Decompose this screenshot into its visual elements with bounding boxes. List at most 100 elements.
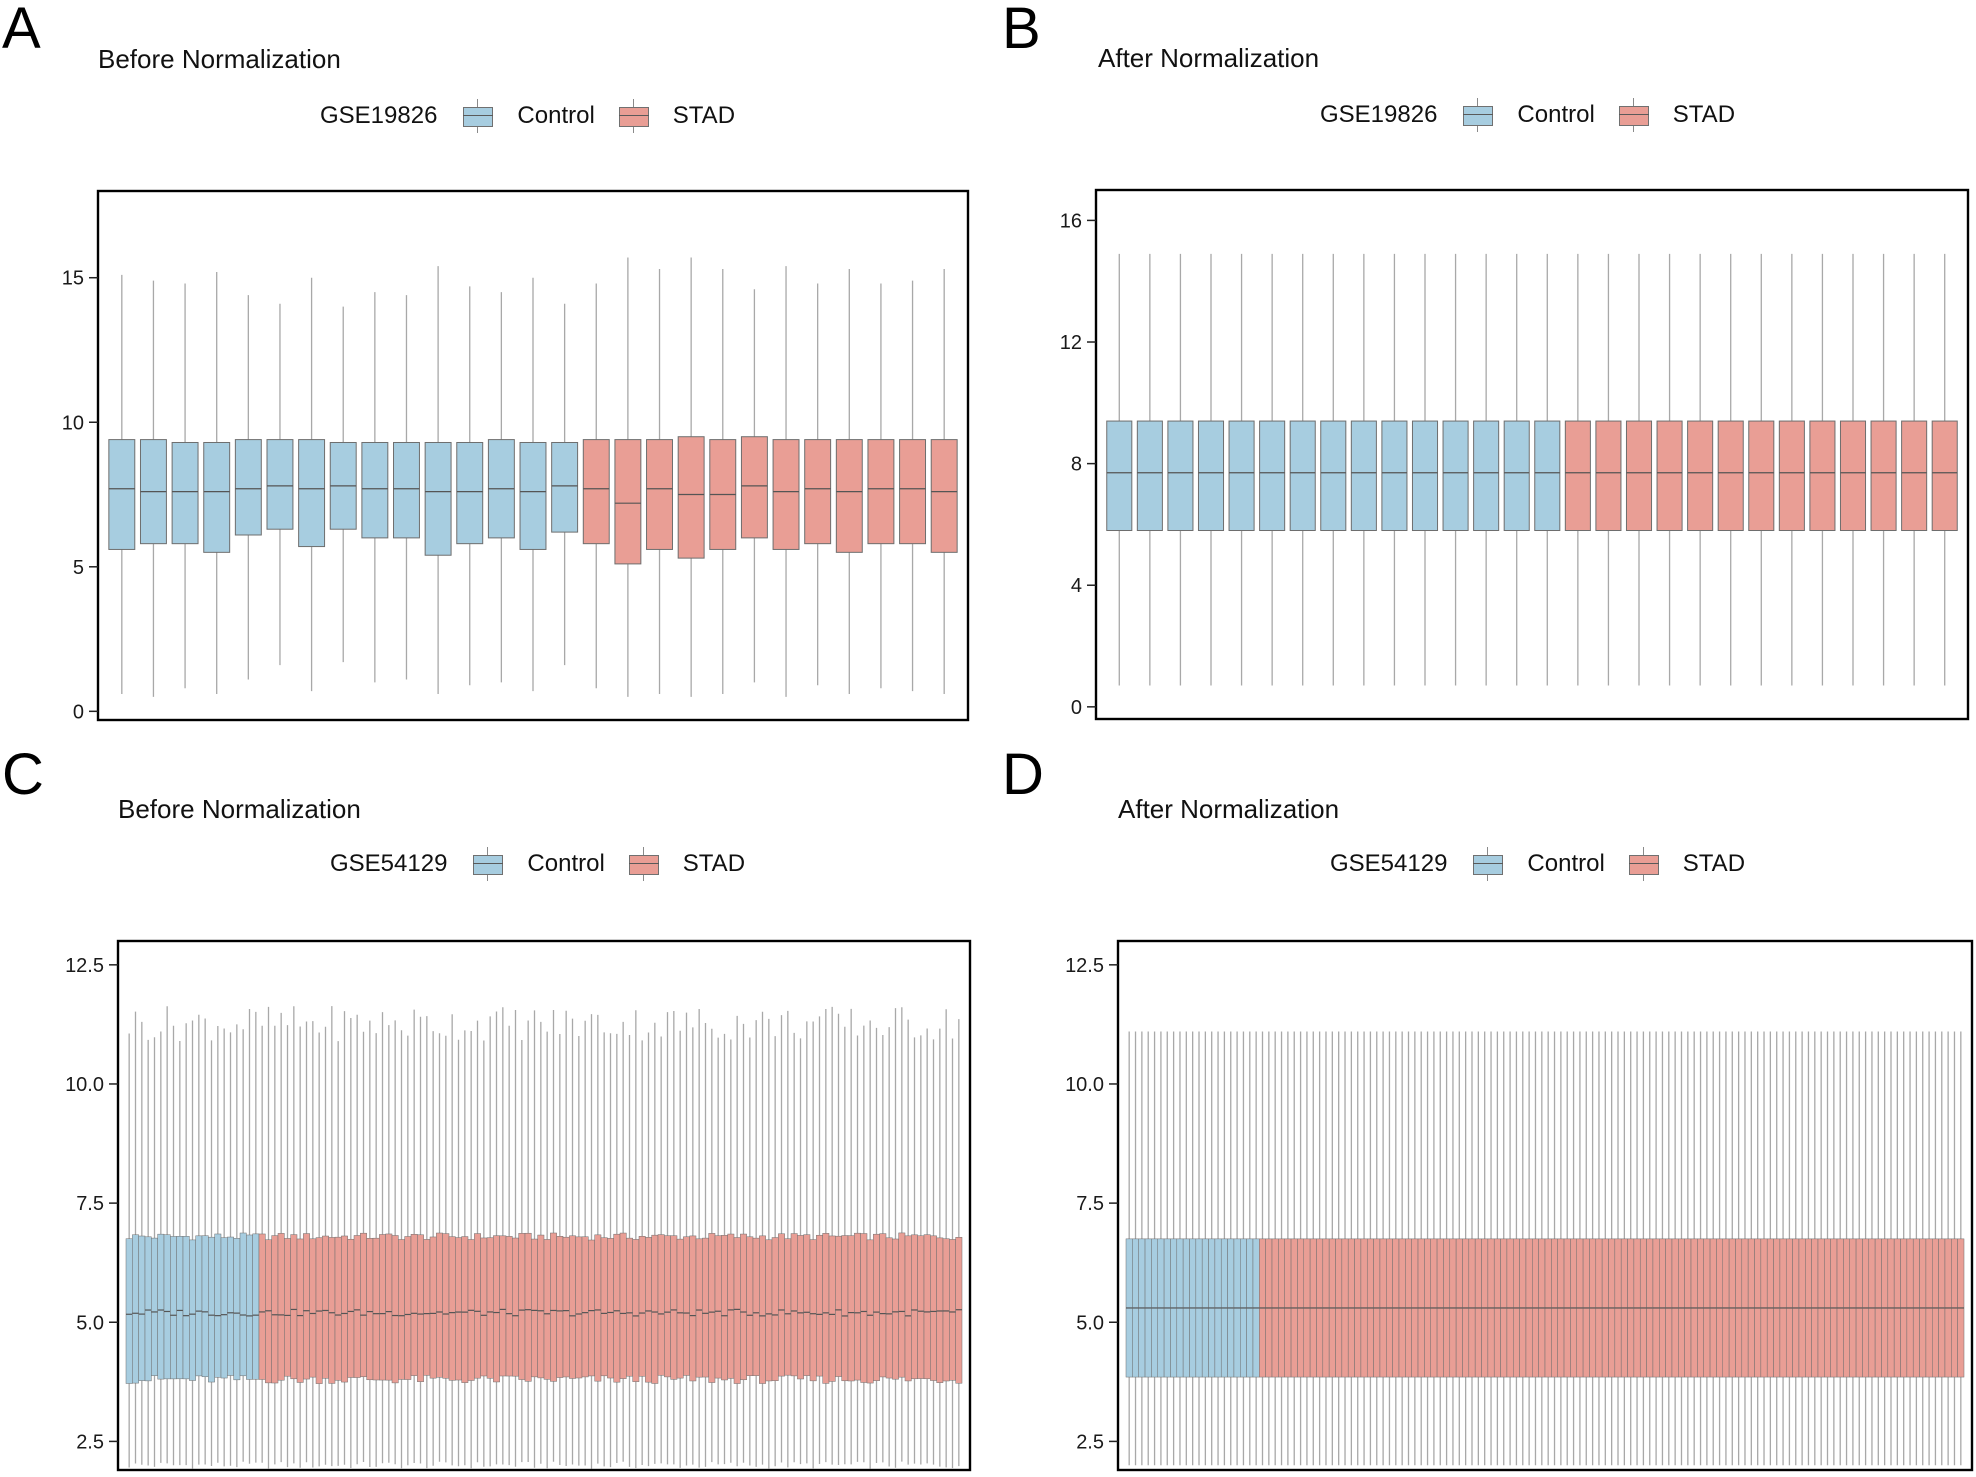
box — [132, 1234, 139, 1384]
box — [456, 441, 484, 545]
box — [234, 439, 262, 536]
box — [1228, 420, 1255, 532]
box — [474, 1233, 481, 1379]
box — [949, 1239, 956, 1381]
box — [252, 1233, 260, 1380]
box — [499, 1235, 507, 1377]
y-tick-label: 2.5 — [76, 1431, 104, 1453]
box — [879, 1233, 887, 1378]
box — [835, 439, 863, 553]
box — [809, 1239, 817, 1382]
box — [835, 1235, 842, 1377]
box — [1350, 420, 1377, 532]
chart-title: After Normalization — [1118, 794, 1340, 824]
panel-d: D After Normalization GSE54129 Control S… — [988, 738, 1976, 1476]
box — [531, 1238, 538, 1378]
box — [201, 1235, 209, 1378]
box — [208, 1236, 215, 1383]
box — [171, 441, 199, 545]
box — [360, 1232, 367, 1378]
legend-key-stad — [1618, 98, 1649, 132]
box — [1809, 420, 1836, 532]
y-tick-label: 5.0 — [76, 1312, 104, 1334]
legend-key-stad — [628, 847, 659, 881]
legend-key-control — [1463, 98, 1494, 132]
box — [1931, 420, 1958, 532]
box — [784, 1238, 792, 1376]
y-tick-label: 15 — [62, 268, 84, 290]
box — [322, 1235, 329, 1379]
box — [588, 1239, 595, 1377]
box — [398, 1239, 405, 1380]
box — [1595, 420, 1622, 532]
box — [702, 1237, 709, 1378]
box — [898, 1232, 906, 1378]
legend-label-stad: STAD — [1672, 101, 1736, 128]
y-tick-label: 8 — [1071, 454, 1082, 476]
box — [1442, 420, 1469, 532]
box — [657, 1234, 665, 1376]
box — [353, 1235, 361, 1378]
chart-title: Before Normalization — [118, 794, 361, 824]
box — [543, 1239, 551, 1380]
box — [873, 1233, 880, 1381]
box — [361, 441, 389, 539]
box — [892, 1238, 899, 1380]
box — [246, 1234, 253, 1380]
legend-key-stad — [618, 99, 649, 133]
box — [733, 1237, 741, 1384]
legend-label-control: Control — [517, 102, 595, 129]
box — [163, 1234, 171, 1380]
box — [423, 1239, 431, 1376]
box — [911, 1234, 918, 1380]
plot-frame — [1094, 188, 1970, 721]
box — [271, 1235, 279, 1384]
box — [157, 1233, 165, 1380]
box — [841, 1235, 849, 1382]
legend-label-control: Control — [1517, 101, 1595, 128]
legend-key-control — [473, 847, 504, 881]
legend-label-stad: STAD — [682, 850, 746, 877]
box — [626, 1237, 633, 1377]
box — [614, 439, 642, 565]
box — [298, 439, 326, 548]
boxplot: 2.5 5.0 7.5 10.0 12.5 — [65, 939, 972, 1472]
box — [519, 441, 547, 550]
box — [266, 439, 294, 530]
y-tick-label: 5 — [73, 557, 84, 579]
box — [645, 1237, 652, 1383]
box — [1473, 420, 1500, 532]
box — [341, 1235, 348, 1383]
legend-label-control: Control — [527, 850, 605, 877]
box — [695, 1238, 703, 1378]
box — [899, 439, 927, 545]
box — [550, 1232, 557, 1382]
y-tick-label: 0 — [1071, 697, 1082, 719]
box — [442, 1233, 450, 1379]
box — [486, 1237, 494, 1379]
box — [847, 1235, 855, 1382]
boxplot: 0 5 10 15 — [62, 189, 970, 723]
box — [867, 439, 895, 545]
legend: GSE54129 Control STAD — [1330, 847, 1769, 881]
box — [771, 1237, 779, 1381]
legend-title: GSE19826 — [1320, 101, 1438, 128]
box — [822, 1233, 830, 1384]
box — [328, 1237, 336, 1384]
box — [385, 1233, 393, 1381]
box — [759, 1235, 766, 1384]
box — [885, 1237, 893, 1379]
boxplot: 2.5 5.0 7.5 10.0 12.5 — [1065, 939, 1974, 1472]
y-tick-label: 12.5 — [65, 955, 104, 977]
box — [551, 441, 579, 533]
box — [721, 1235, 728, 1381]
box — [424, 441, 452, 556]
legend-label-stad: STAD — [1682, 850, 1746, 877]
y-tick-label: 10.0 — [1065, 1074, 1104, 1096]
box — [214, 1233, 222, 1378]
chart-title: After Normalization — [1098, 43, 1320, 73]
box — [108, 439, 136, 550]
box — [746, 1236, 754, 1376]
box — [448, 1236, 456, 1381]
y-tick-label: 7.5 — [1076, 1193, 1104, 1215]
